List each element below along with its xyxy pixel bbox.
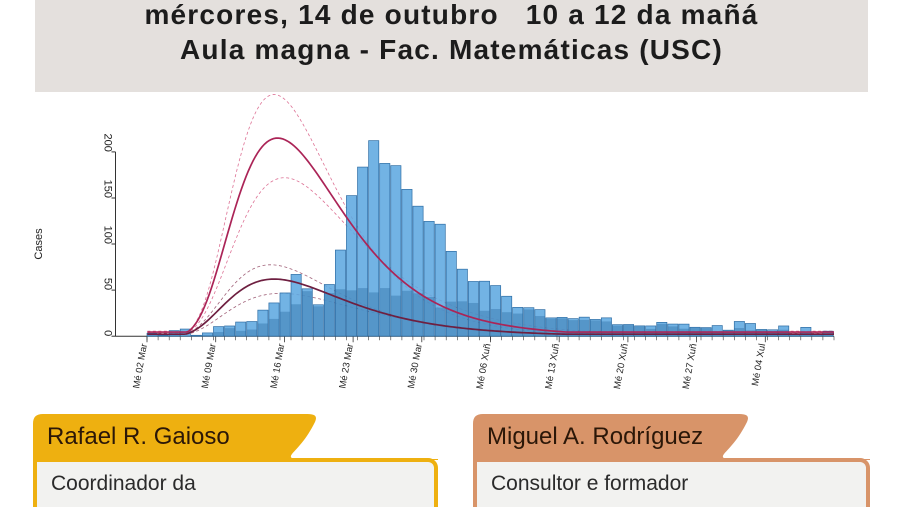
svg-text:Cases: Cases: [33, 228, 45, 260]
svg-text:Mé 02 Mar: Mé 02 Mar: [131, 343, 150, 390]
svg-text:Mé 06 Xuñ: Mé 06 Xuñ: [475, 343, 494, 390]
svg-text:0: 0: [102, 330, 114, 336]
svg-text:Mé 16 Mar: Mé 16 Mar: [269, 343, 288, 390]
svg-text:Mé 04 Xul: Mé 04 Xul: [750, 343, 768, 387]
svg-text:Mé 13 Xuñ: Mé 13 Xuñ: [543, 343, 562, 390]
svg-text:150: 150: [102, 180, 114, 198]
svg-text:Mé 30 Mar: Mé 30 Mar: [406, 343, 425, 390]
svg-text:200: 200: [102, 134, 114, 152]
svg-text:Mé 20 Xuñ: Mé 20 Xuñ: [612, 343, 631, 390]
svg-text:Mé 09 Mar: Mé 09 Mar: [200, 343, 219, 390]
svg-text:Mé 23 Mar: Mé 23 Mar: [337, 343, 356, 390]
svg-text:100: 100: [102, 226, 114, 244]
svg-text:Mé 27 Xuñ: Mé 27 Xuñ: [681, 343, 700, 390]
svg-text:50: 50: [102, 278, 114, 290]
